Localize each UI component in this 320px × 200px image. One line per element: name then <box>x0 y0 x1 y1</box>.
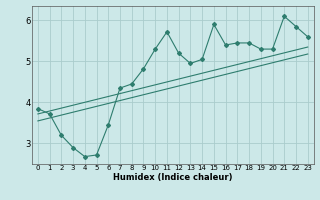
X-axis label: Humidex (Indice chaleur): Humidex (Indice chaleur) <box>113 173 233 182</box>
